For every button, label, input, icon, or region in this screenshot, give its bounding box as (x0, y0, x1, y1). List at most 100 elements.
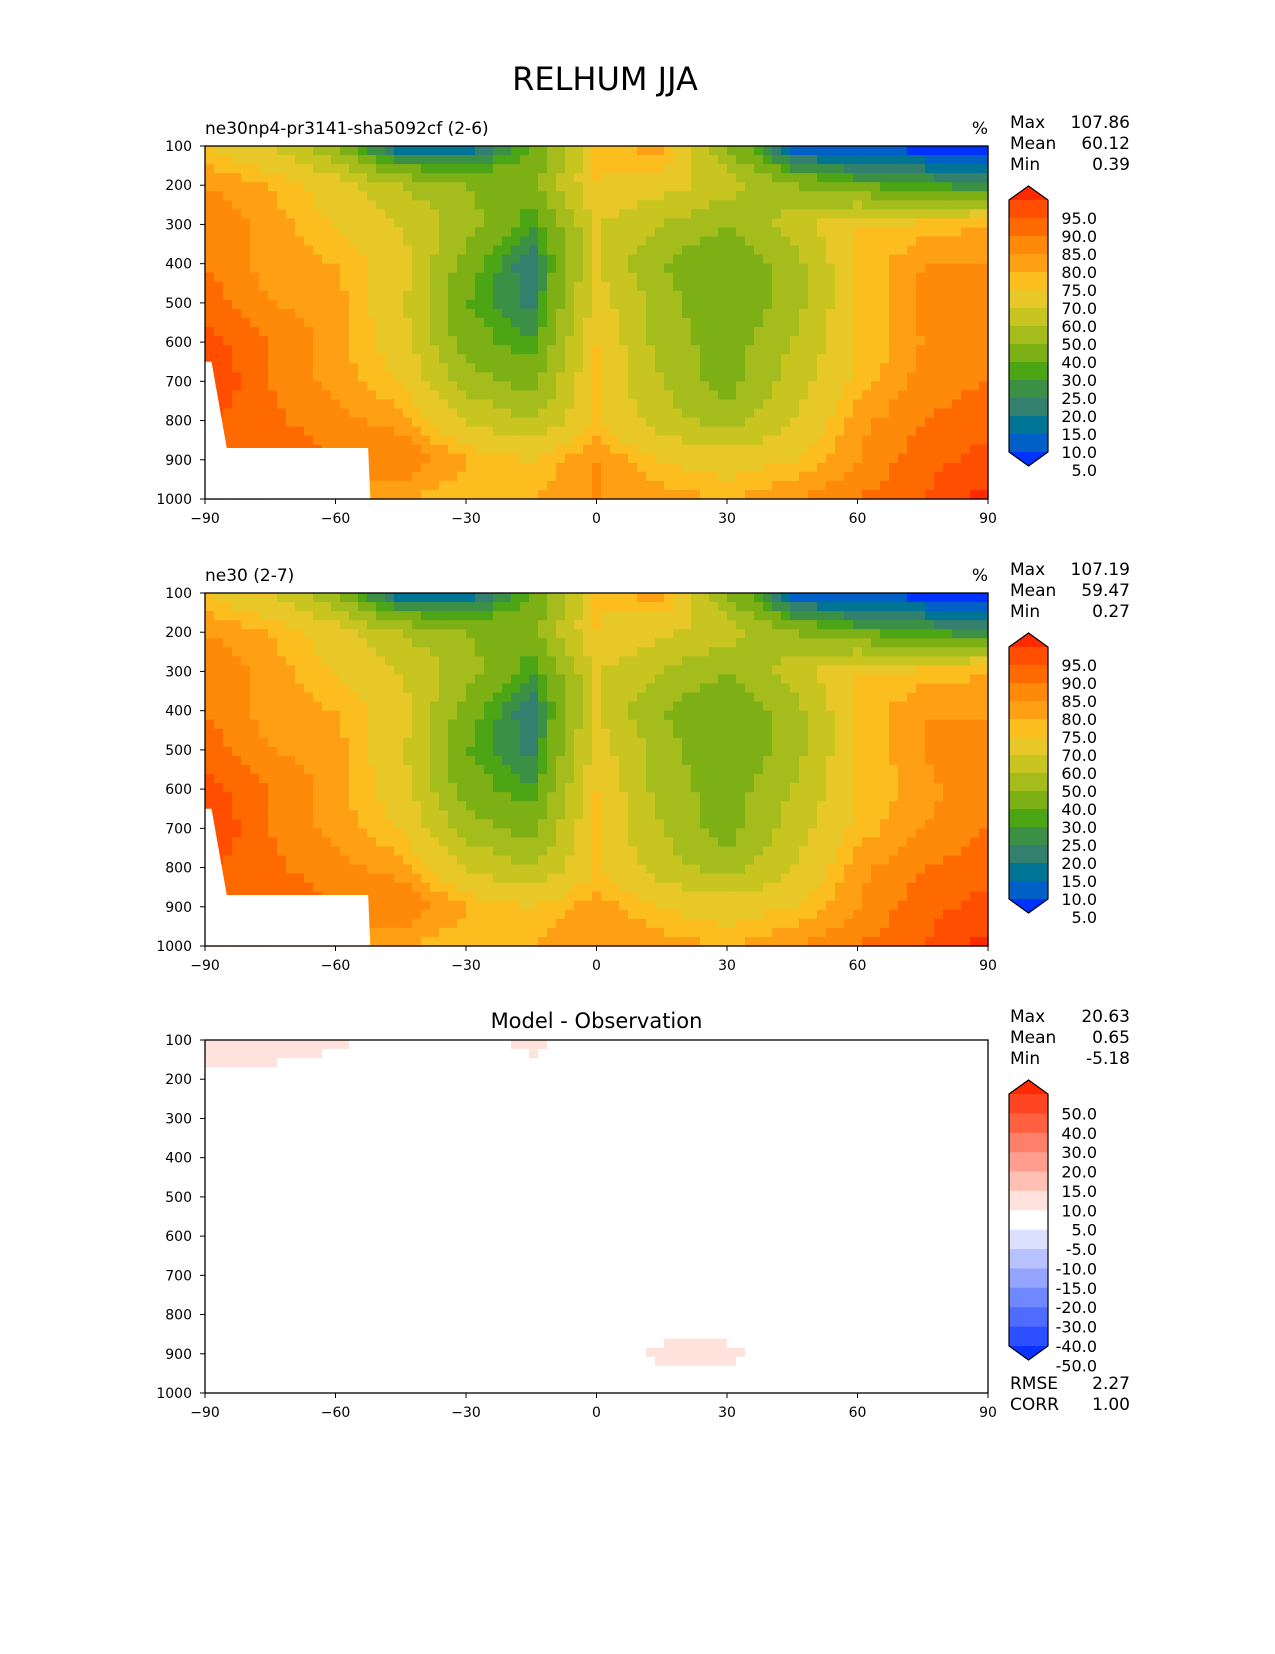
contour-cell (331, 200, 341, 210)
contour-cell (979, 490, 989, 500)
contour-cell (349, 638, 359, 648)
contour-cell (358, 399, 368, 409)
contour-cell (439, 674, 449, 684)
contour-cell (916, 282, 926, 292)
contour-cell (934, 427, 944, 437)
contour-cell (259, 436, 269, 446)
contour-cell (673, 246, 683, 256)
contour-cell (907, 372, 917, 382)
contour-cell (835, 318, 845, 328)
contour-cell (439, 291, 449, 301)
contour-cell (376, 173, 386, 183)
contour-cell (250, 693, 260, 703)
contour-cell (277, 436, 287, 446)
contour-cell (511, 656, 521, 666)
contour-cell (790, 381, 800, 391)
contour-cell (907, 146, 917, 156)
contour-cell (529, 354, 539, 364)
contour-cell (718, 164, 728, 174)
contour-cell (529, 182, 539, 192)
contour-cell (700, 291, 710, 301)
contour-cell (367, 408, 377, 418)
contour-cell (853, 255, 863, 265)
contour-cell (286, 602, 296, 612)
contour-cell (880, 200, 890, 210)
contour-cell (592, 363, 602, 373)
contour-cell (376, 684, 386, 694)
contour-cell (727, 300, 737, 310)
contour-cell (808, 309, 818, 319)
contour-cell (610, 300, 620, 310)
contour-cell (538, 408, 548, 418)
contour-cell (673, 602, 683, 612)
contour-cell (889, 191, 899, 201)
contour-cell (349, 647, 359, 657)
contour-cell (565, 146, 575, 156)
contour-cell (232, 318, 242, 328)
contour-cell (853, 490, 863, 500)
contour-cell (727, 164, 737, 174)
contour-cell (331, 656, 341, 666)
contour-cell (817, 309, 827, 319)
contour-cell (259, 399, 269, 409)
contour-cell (601, 445, 611, 455)
contour-cell (457, 620, 467, 630)
contour-cell (502, 345, 512, 355)
contour-cell (763, 436, 773, 446)
contour-cell (934, 354, 944, 364)
contour-cell (763, 246, 773, 256)
contour-cell (214, 656, 224, 666)
contour-cell (358, 255, 368, 265)
contour-cell (961, 164, 971, 174)
contour-cell (331, 390, 341, 400)
contour-cell (556, 309, 566, 319)
contour-cell (529, 381, 539, 391)
contour-cell (826, 472, 836, 482)
contour-cell (241, 255, 251, 265)
contour-cell (205, 711, 215, 721)
contour-cell (601, 408, 611, 418)
contour-cell (268, 291, 278, 301)
contour-cell (601, 155, 611, 165)
contour-cell (682, 173, 692, 183)
contour-cell (358, 209, 368, 219)
contour-cell (763, 408, 773, 418)
contour-cell (673, 191, 683, 201)
contour-cell (349, 427, 359, 437)
contour-cell (601, 611, 611, 621)
contour-cell (592, 747, 602, 757)
contour-cell (457, 246, 467, 256)
contour-cell (709, 282, 719, 292)
contour-cell (223, 390, 233, 400)
contour-cell (664, 729, 674, 739)
contour-cell (745, 408, 755, 418)
contour-cell (367, 702, 377, 712)
contour-cell (448, 237, 458, 247)
contour-cell (925, 227, 935, 237)
contour-cell (349, 318, 359, 328)
contour-cell (772, 408, 782, 418)
contour-cell (304, 427, 314, 437)
contour-cell (466, 611, 476, 621)
contour-cell (790, 638, 800, 648)
contour-cell (574, 282, 584, 292)
contour-cell (313, 218, 323, 228)
contour-cell (673, 164, 683, 174)
contour-cell (763, 309, 773, 319)
contour-cell (340, 611, 350, 621)
contour-cell (655, 611, 665, 621)
contour-cell (826, 711, 836, 721)
contour-cell (961, 336, 971, 346)
contour-cell (241, 173, 251, 183)
contour-cell (835, 656, 845, 666)
contour-cell (835, 593, 845, 603)
contour-cell (565, 164, 575, 174)
contour-cell (646, 282, 656, 292)
contour-cell (574, 427, 584, 437)
contour-cell (844, 427, 854, 437)
contour-cell (862, 182, 872, 192)
contour-cell (367, 246, 377, 256)
contour-cell (970, 191, 980, 201)
contour-cell (376, 209, 386, 219)
contour-cell (907, 182, 917, 192)
